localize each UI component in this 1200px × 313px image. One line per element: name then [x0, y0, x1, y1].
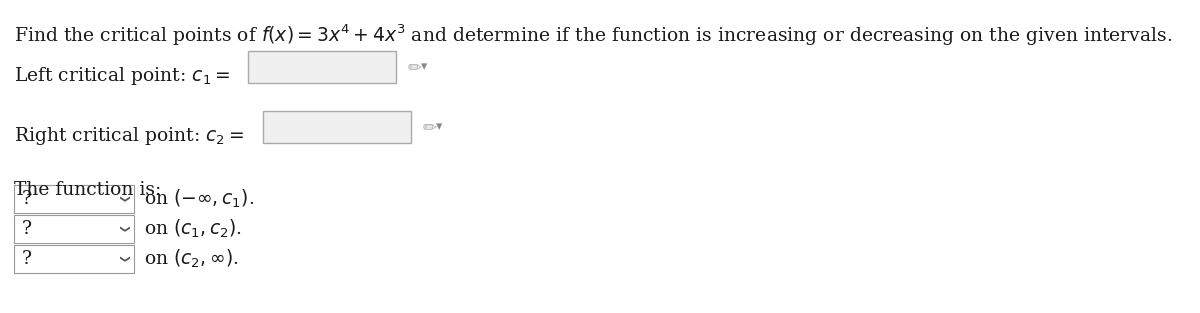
- Text: on $(-\infty, c_1)$.: on $(-\infty, c_1)$.: [144, 188, 254, 210]
- Text: ?: ?: [22, 220, 32, 238]
- FancyBboxPatch shape: [14, 245, 134, 273]
- Text: ?: ?: [22, 250, 32, 268]
- Text: ❯: ❯: [118, 195, 128, 203]
- Text: The function is:: The function is:: [14, 181, 161, 199]
- Text: ▾: ▾: [436, 121, 442, 134]
- Text: ✏: ✏: [407, 58, 421, 76]
- Text: Left critical point: $c_1 =$: Left critical point: $c_1 =$: [14, 65, 230, 87]
- FancyBboxPatch shape: [14, 185, 134, 213]
- FancyBboxPatch shape: [263, 111, 410, 143]
- Text: Find the critical points of $f(x) = 3x^4 + 4x^3$ and determine if the function i: Find the critical points of $f(x) = 3x^4…: [14, 23, 1172, 49]
- Text: ✏: ✏: [422, 118, 436, 136]
- Text: ▾: ▾: [421, 60, 427, 74]
- Text: ?: ?: [22, 190, 32, 208]
- FancyBboxPatch shape: [248, 51, 396, 83]
- FancyBboxPatch shape: [14, 215, 134, 243]
- Text: on $(c_2, \infty)$.: on $(c_2, \infty)$.: [144, 248, 239, 270]
- Text: Right critical point: $c_2 =$: Right critical point: $c_2 =$: [14, 125, 244, 147]
- Text: ❯: ❯: [118, 225, 128, 233]
- Text: ❯: ❯: [118, 255, 128, 263]
- Text: on $(c_1, c_2)$.: on $(c_1, c_2)$.: [144, 218, 242, 240]
